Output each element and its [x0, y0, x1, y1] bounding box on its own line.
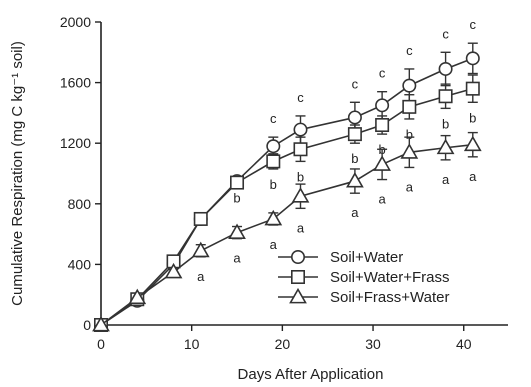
significance-label: b: [351, 151, 358, 166]
axes: [100, 22, 508, 326]
y-tick-label: 400: [68, 256, 92, 272]
legend-label: Soil+Water: [330, 249, 403, 266]
series-layer: cccccccbbbbbbbbaaaaaaaaa: [92, 17, 482, 332]
significance-label: a: [233, 251, 241, 266]
significance-label: a: [197, 269, 205, 284]
series-triangle: a a a a a a a a a: [92, 131, 482, 332]
data-point: [293, 142, 308, 157]
legend-item: Soil+Water+Frass: [278, 269, 449, 286]
data-point: [230, 175, 245, 190]
data-point: [193, 211, 208, 226]
data-point: [465, 51, 480, 66]
significance-label: c: [297, 90, 304, 105]
data-point: [347, 127, 362, 142]
significance-label: a: [297, 220, 305, 235]
significance-label: a: [270, 237, 278, 252]
legend-label: Soil+Water+Frass: [330, 269, 449, 286]
legend-marker: [289, 287, 307, 304]
data-point: [375, 98, 390, 113]
y-tick-label: 1600: [60, 75, 91, 91]
significance-label: a: [351, 205, 359, 220]
x-tick-label: 30: [365, 336, 381, 352]
significance-label: b: [233, 191, 240, 206]
significance-label: c: [406, 43, 413, 58]
data-point: [373, 155, 391, 171]
significance-label: b: [406, 127, 413, 142]
significance-label: a: [442, 172, 450, 187]
significance-label: b: [469, 110, 476, 125]
legend-marker: [290, 250, 305, 265]
y-tick-label: 800: [68, 196, 92, 212]
x-tick-label: 10: [184, 336, 200, 352]
significance-label: c: [379, 66, 386, 81]
x-tick-label: 0: [97, 336, 105, 352]
data-point: [463, 135, 482, 152]
data-point: [266, 139, 281, 154]
data-point: [375, 118, 390, 133]
data-point: [266, 154, 281, 169]
data-point: [402, 99, 417, 114]
y-tick-label: 1200: [60, 135, 91, 151]
data-point: [191, 241, 210, 258]
significance-label: c: [470, 17, 477, 32]
data-point: [291, 187, 310, 203]
data-point: [264, 209, 283, 226]
legend-item: Soil+Frass+Water: [278, 287, 449, 306]
significance-label: c: [442, 26, 449, 41]
significance-label: b: [442, 116, 449, 131]
significance-label: b: [297, 169, 304, 184]
significance-label: c: [270, 111, 277, 126]
legend-label: Soil+Frass+Water: [330, 289, 449, 306]
data-point: [164, 262, 183, 279]
significance-label: b: [270, 177, 277, 192]
significance-label: a: [406, 179, 414, 194]
data-point: [346, 171, 364, 188]
y-tick-label: 0: [83, 317, 91, 333]
data-point: [465, 81, 480, 96]
data-point: [128, 288, 147, 305]
data-point: [436, 138, 455, 155]
legend-marker: [290, 269, 305, 284]
ticks: 0 400 800 1200 1600 2000 0 10 20 30 40: [60, 14, 472, 352]
data-point: [92, 315, 110, 332]
significance-label: a: [469, 169, 477, 184]
legend-item: Soil+Water: [278, 249, 403, 266]
data-point: [347, 110, 362, 125]
x-axis-title: Days After Application: [238, 366, 384, 383]
data-point: [402, 78, 417, 93]
data-point: [438, 61, 453, 76]
y-tick-label: 2000: [60, 14, 91, 30]
significance-label: c: [352, 76, 359, 91]
significance-label: a: [378, 192, 386, 207]
data-point: [228, 223, 246, 240]
legend: Soil+Water Soil+Water+Frass Soil+Frass+Wat…: [278, 249, 449, 306]
data-point: [400, 143, 419, 159]
y-axis-title: Cumulative Respiration (mg C kg⁻¹ soil): [9, 41, 26, 306]
data-point: [293, 122, 308, 137]
x-tick-label: 20: [275, 336, 291, 352]
data-point: [438, 89, 453, 104]
x-tick-label: 40: [456, 336, 472, 352]
